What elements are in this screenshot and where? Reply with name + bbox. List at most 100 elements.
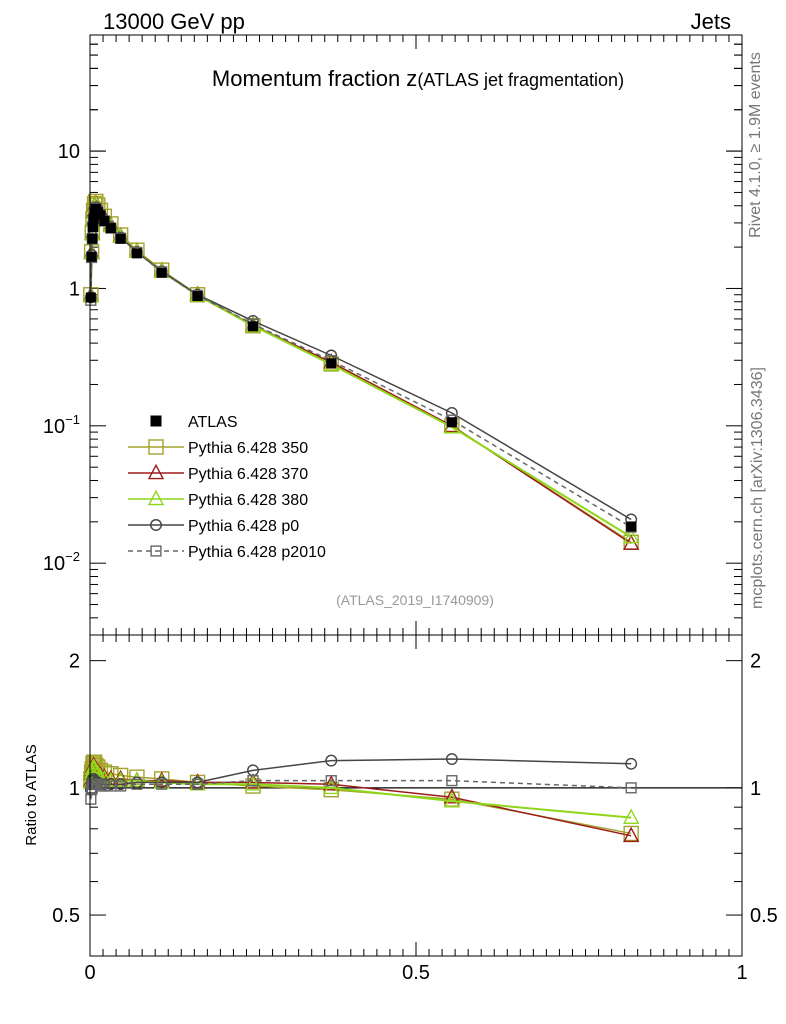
ratio-point-pythia-6-428-p0	[625, 757, 638, 770]
point-atlas	[95, 210, 106, 221]
ratio-point-pythia-6-428-380	[323, 778, 340, 795]
legend-marker	[148, 439, 164, 455]
legend: ATLAS Pythia 6.428 350 Pythia 6.428 370 Pyt…	[128, 414, 326, 561]
point-atlas	[99, 215, 110, 226]
legend-label: Pythia 6.428 370	[188, 466, 308, 483]
ratio-point-pythia-6-428-p0	[445, 753, 458, 765]
ratio-x-tick-labels: 0 0.5 1	[84, 962, 747, 984]
mcplots-label: mcplots.cern.ch [arXiv:1306.3436]	[749, 367, 766, 609]
legend-entry-pythia-6-428-350: Pythia 6.428 350	[128, 439, 308, 457]
point-atlas	[192, 291, 203, 302]
series-pythia-6-428-370	[82, 194, 640, 550]
legend-marker	[150, 519, 162, 531]
legend-entry-atlas: ATLAS	[150, 414, 238, 431]
legend-label: Pythia 6.428 380	[188, 492, 308, 509]
ratio-axis-ticks	[89, 635, 743, 957]
ratio-series-pythia-6-428-350	[83, 754, 639, 842]
line-pythia-6-428-p2010	[90, 206, 632, 528]
ratio-series-group	[82, 753, 640, 843]
ratio-plot-panel: 0.5 0.51 12 2 0 0.5 1 Ratio to ATLAS	[23, 634, 778, 984]
ratio-y-tick-labels: 0.5 0.5 1 1 2 2	[52, 651, 778, 927]
ratio-point-pythia-6-428-380	[623, 808, 640, 824]
ratio-point-pythia-6-428-p2010	[191, 778, 204, 790]
plot-title-main: Momentum fraction z	[212, 66, 417, 91]
legend-label: ATLAS	[188, 414, 238, 431]
ratio-point-pythia-6-428-350	[623, 825, 639, 842]
plot-title-sub: (ATLAS jet fragmentation)	[417, 70, 624, 90]
series-pythia-6-428-p2010	[85, 202, 637, 533]
ratio-point-pythia-6-428-p0	[325, 754, 338, 767]
series-pythia-6-428-p0	[84, 201, 638, 526]
ratio-point-pythia-6-428-p2010	[625, 782, 637, 794]
ratio-line-pythia-6-428-p0	[90, 758, 632, 790]
point-atlas	[87, 233, 98, 244]
x-tick-label: 0.5	[402, 962, 430, 984]
series-pythia-6-428-350	[83, 193, 639, 550]
legend-marker	[147, 489, 165, 506]
legend-marker	[147, 463, 165, 480]
tick-label-base: 10	[43, 416, 65, 438]
ratio-series-pythia-6-428-370	[82, 756, 640, 843]
ratio-point-pythia-6-428-p2010	[446, 775, 458, 787]
header-category: Jets	[691, 9, 731, 34]
x-tick-label: 1	[736, 962, 747, 984]
rivet-version-label: Rivet 4.1.0, ≥ 1.9M events	[747, 52, 764, 238]
legend-label: Pythia 6.428 p0	[188, 518, 299, 535]
point-atlas	[85, 292, 96, 303]
ratio-point-pythia-6-428-380	[244, 775, 262, 791]
point-atlas	[105, 223, 116, 234]
ratio-point-pythia-6-428-350	[129, 769, 145, 785]
ratio-line-pythia-6-428-p2010	[90, 779, 632, 800]
main-y-tick-label: 10−2	[43, 549, 80, 575]
x-tick-label: 0	[84, 962, 95, 984]
tick-label-base: 10	[58, 141, 80, 163]
ratio-point-pythia-6-428-p2010	[92, 778, 104, 790]
line-pythia-6-428-380	[89, 202, 632, 538]
ratio-point-pythia-6-428-p2010	[131, 778, 143, 790]
series-atlas	[85, 203, 637, 532]
point-atlas	[446, 417, 457, 428]
legend-marker	[150, 415, 162, 427]
legend-entry-pythia-6-428-380: Pythia 6.428 380	[128, 489, 308, 509]
tick-label-base: 1	[69, 278, 80, 300]
main-series-group	[82, 193, 640, 550]
line-pythia-6-428-370	[90, 202, 632, 545]
legend-label: Pythia 6.428 p2010	[188, 544, 326, 561]
legend-entry-pythia-6-428-370: Pythia 6.428 370	[128, 463, 308, 483]
ratio-line-pythia-6-428-370	[90, 763, 632, 837]
main-y-tick-label: 10	[58, 141, 80, 163]
ratio-point-pythia-6-428-p2010	[98, 780, 110, 792]
ratio-point-pythia-6-428-370	[323, 775, 340, 791]
ratio-plot-frame	[89, 634, 743, 957]
ratio-point-pythia-6-428-p2010	[325, 775, 337, 787]
ratio-y-tick-label-right: 2	[750, 651, 761, 673]
ratio-y-tick-label-right: 0.5	[750, 905, 778, 927]
header-process: 13000 GeV pp	[103, 9, 245, 34]
point-atlas	[326, 358, 337, 369]
analysis-watermark: (ATLAS_2019_I1740909)	[336, 592, 494, 608]
point-atlas	[87, 222, 98, 233]
plot-title: Momentum fraction z(ATLAS jet fragmentat…	[212, 66, 624, 91]
main-y-tick-label: 1	[69, 278, 80, 300]
ratio-y-tick-label-right: 1	[750, 778, 761, 800]
ratio-point-pythia-6-428-p2010	[247, 775, 259, 787]
tick-label-exponent: −2	[65, 549, 80, 564]
point-atlas	[115, 233, 126, 244]
ratio-point-pythia-6-428-380	[443, 791, 461, 808]
main-y-tick-label: 10−1	[43, 412, 80, 438]
legend-entry-pythia-6-428-p2010: Pythia 6.428 p2010	[128, 544, 326, 561]
ratio-line-pythia-6-428-350	[90, 761, 632, 835]
ratio-point-pythia-6-428-370	[443, 788, 461, 804]
point-atlas	[86, 251, 97, 262]
point-atlas	[626, 521, 637, 532]
ratio-y-tick-label-left: 1	[69, 778, 80, 800]
legend-marker	[150, 545, 162, 557]
ratio-point-pythia-6-428-p2010	[156, 778, 168, 790]
ratio-series-pythia-6-428-380	[82, 757, 640, 824]
point-pythia-6-428-380	[623, 527, 640, 544]
point-atlas	[156, 267, 167, 278]
tick-label-exponent: −1	[65, 412, 80, 427]
